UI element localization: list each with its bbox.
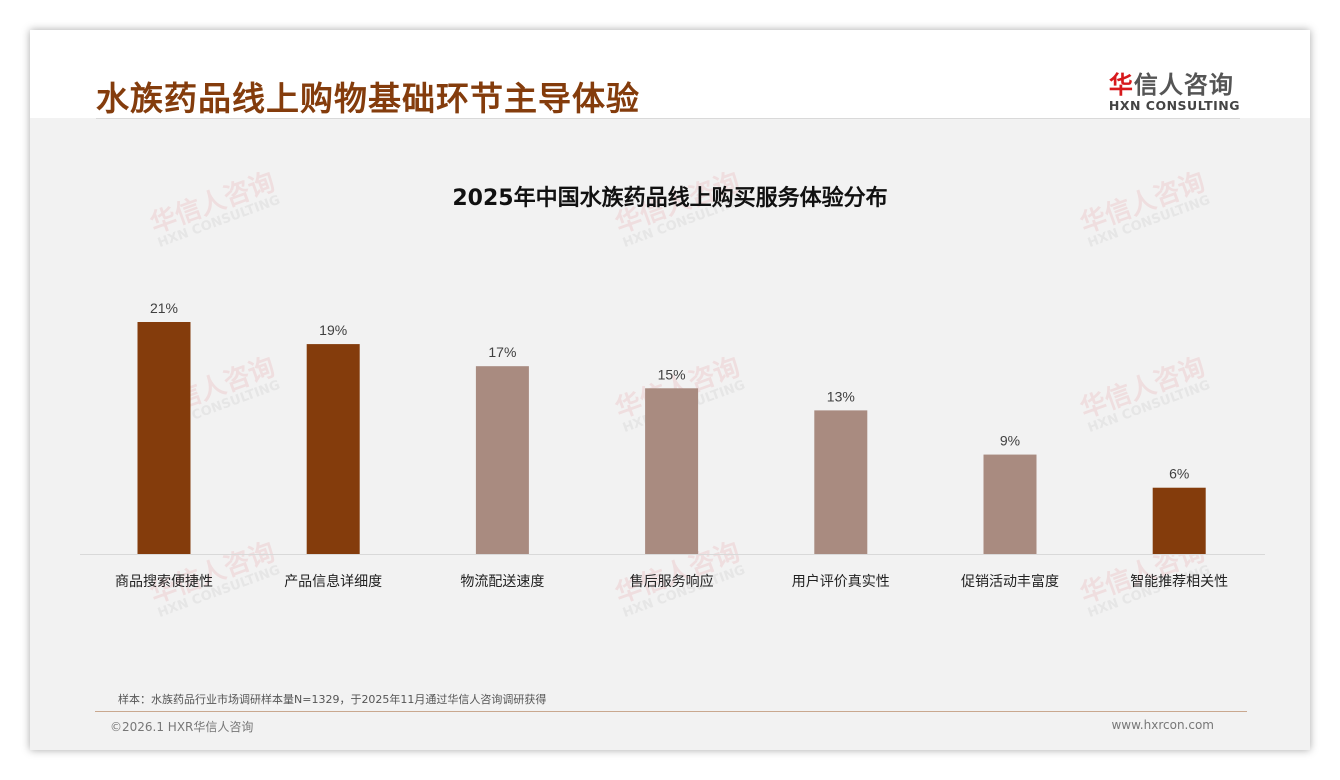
bar [645,388,699,554]
bar [1152,487,1206,554]
logo: 华信人咨询 HXN CONSULTING [1109,65,1240,113]
website-url: www.hxrcon.com [1111,718,1214,732]
bar [814,410,868,554]
footer-divider [95,711,1247,712]
header [30,30,1310,118]
logo-red-char: 华 [1108,71,1134,99]
header-divider [96,118,1240,119]
logo-cn: 信人咨询 [1133,71,1234,99]
sample-note: 样本：水族药品行业市场调研样本量N=1329，于2025年11月通过华信人咨询调… [118,693,547,706]
bar [475,366,529,554]
data-label: 15% [658,366,686,382]
bar [983,454,1037,554]
data-label: 19% [319,322,347,338]
x-tick-label: 智能推荐相关性 [1130,574,1228,590]
data-label: 9% [1000,433,1020,449]
page-title: 水族药品线上购物基础环节主导体验 [96,79,640,118]
x-tick-label: 售后服务响应 [630,573,714,590]
x-tick-label: 物流配送速度 [460,574,544,590]
x-tick-label: 产品信息详细度 [284,573,382,590]
data-label: 6% [1169,466,1189,482]
x-tick-label: 用户评价真实性 [792,573,890,590]
x-tick-label: 促销活动丰富度 [961,573,1059,590]
chart-title: 2025年中国水族药品线上购买服务体验分布 [452,186,888,211]
bar [306,344,360,554]
copyright: ©2026.1 HXR华信人咨询 [110,720,254,734]
bar [137,322,191,554]
data-label: 13% [827,388,855,404]
data-label: 17% [488,344,516,360]
logo-en: HXN CONSULTING [1108,98,1240,113]
slide: 水族药品线上购物基础环节主导体验 华信人咨询 HXN CONSULTING 样本… [30,30,1310,750]
x-tick-label: 商品搜索便捷性 [115,573,213,590]
data-label: 21% [150,300,178,316]
